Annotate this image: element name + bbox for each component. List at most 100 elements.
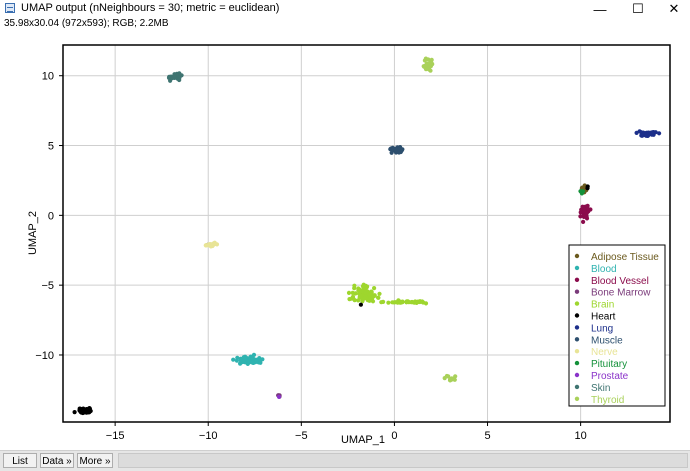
legend-label: Pituitary	[591, 359, 627, 370]
data-point	[251, 356, 256, 361]
data-point	[444, 373, 449, 379]
data-point	[581, 219, 586, 224]
title-bar: UMAP output (nNeighbours = 30; metric = …	[0, 0, 690, 18]
data-point	[423, 301, 429, 306]
data-point	[370, 294, 375, 299]
y-tick-label: 5	[48, 141, 54, 153]
legend-label: Lung	[591, 323, 613, 334]
data-point	[429, 60, 434, 65]
data-point	[379, 300, 384, 305]
data-point	[585, 184, 590, 189]
y-tick-label: 0	[48, 210, 54, 222]
data-point	[646, 133, 651, 138]
legend-marker	[574, 301, 580, 306]
umap-scatter-chart: −15 −10 −5 0 5 10 10 5 0 −5 −10 UMAP_1 UMAP_2 Adip…	[27, 44, 671, 446]
legend-marker	[574, 349, 580, 354]
data-point	[84, 408, 89, 413]
x-tick-label: 5	[484, 430, 490, 442]
data-button[interactable]: Data »	[40, 453, 74, 468]
y-tick-label: 10	[42, 71, 54, 83]
data-point	[258, 358, 263, 363]
data-point	[409, 299, 415, 305]
legend-label: Blood	[591, 264, 617, 275]
data-point	[414, 300, 419, 305]
data-point	[172, 74, 177, 79]
data-point	[365, 289, 370, 294]
y-tick-label: −5	[41, 280, 54, 292]
legend-label: Adipose Tissue	[591, 252, 659, 263]
data-point	[390, 300, 395, 305]
data-point	[358, 293, 363, 298]
data-point	[447, 378, 453, 383]
data-point	[238, 357, 243, 363]
data-point	[399, 300, 404, 305]
legend-label: Muscle	[591, 335, 623, 346]
data-point	[254, 358, 259, 363]
data-point	[177, 77, 182, 83]
data-point	[423, 67, 429, 72]
data-point	[421, 64, 426, 69]
legend-marker	[574, 313, 580, 318]
data-point	[209, 243, 214, 248]
window-title: UMAP output (nNeighbours = 30; metric = …	[21, 2, 280, 14]
data-point	[422, 58, 427, 63]
legend-marker	[574, 384, 580, 390]
data-point	[246, 359, 251, 364]
data-point	[582, 209, 587, 214]
data-point	[362, 296, 367, 301]
data-point	[404, 299, 409, 304]
data-point	[395, 149, 401, 154]
legend-label: Brain	[591, 300, 614, 311]
data-point	[643, 132, 648, 137]
legend-label: Bone Marrow	[591, 288, 651, 299]
data-point	[72, 410, 77, 415]
list-button[interactable]: List	[3, 453, 37, 468]
legend-label: Nerve	[591, 347, 618, 358]
x-tick-label: −15	[106, 430, 125, 442]
legend-box	[568, 244, 666, 407]
bottom-toolbar: List Data » More »	[0, 450, 690, 471]
data-point	[361, 282, 366, 287]
data-point	[452, 377, 457, 382]
legend-marker	[574, 396, 580, 401]
y-tick-label: −10	[35, 350, 54, 362]
legend-label: Blood Vessel	[591, 276, 649, 287]
data-point	[657, 131, 662, 136]
maximize-button[interactable]: ☐	[632, 1, 644, 16]
data-point	[251, 352, 257, 357]
data-point	[420, 299, 425, 304]
x-tick-label: 10	[575, 430, 587, 442]
legend-label: Skin	[591, 383, 610, 394]
legend-label: Heart	[591, 312, 616, 323]
data-point	[241, 355, 246, 360]
data-point	[578, 214, 583, 219]
axis-ticks: −15 −10 −5 0 5 10 10 5 0 −5 −10	[35, 71, 586, 442]
data-point	[346, 290, 352, 295]
app-window-icon	[5, 3, 15, 13]
y-axis-label: UMAP_2	[27, 211, 39, 255]
data-point	[238, 361, 243, 366]
legend-marker	[574, 253, 580, 259]
legend-label: Prostate	[591, 371, 629, 382]
x-tick-label: −10	[199, 430, 218, 442]
data-point	[250, 360, 255, 365]
legend-marker	[574, 337, 580, 342]
minimize-button[interactable]: —	[593, 1, 607, 17]
data-point	[212, 240, 217, 245]
data-point	[352, 283, 357, 288]
data-point	[364, 285, 369, 290]
x-tick-label: 0	[391, 430, 397, 442]
data-point	[389, 150, 394, 155]
data-point	[377, 291, 382, 296]
data-point	[580, 189, 586, 194]
status-field	[118, 453, 688, 468]
data-point	[231, 357, 236, 362]
legend-marker	[574, 360, 580, 366]
data-point	[357, 289, 363, 294]
legend-marker	[574, 325, 580, 330]
image-info: 35.98x30.04 (972x593); RGB; 2.2MB	[4, 18, 169, 29]
more-button[interactable]: More »	[77, 453, 113, 468]
data-point	[276, 394, 282, 399]
legend-marker	[574, 372, 580, 378]
close-button[interactable]: ✕	[668, 1, 680, 16]
